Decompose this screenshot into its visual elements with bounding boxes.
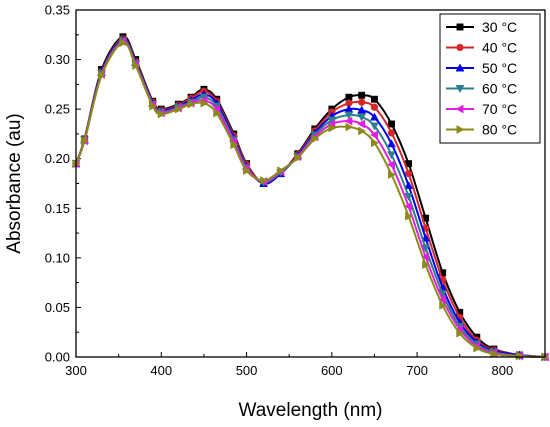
data-point	[357, 105, 367, 114]
y-tick-label: 0.20	[45, 151, 70, 166]
plot-frame	[75, 9, 546, 358]
data-point	[344, 116, 353, 126]
x-tick-label: 500	[236, 363, 258, 378]
data-point	[213, 108, 222, 118]
data-point	[490, 349, 499, 359]
data-point	[388, 170, 397, 180]
data-point	[370, 112, 379, 121]
y-tick-label: 0.00	[45, 350, 70, 365]
y-tick-label: 0.15	[45, 201, 70, 216]
legend-label: 80 °C	[482, 122, 517, 138]
legend-swatch-marker	[456, 43, 464, 52]
data-point	[358, 126, 367, 136]
legend-label: 30 °C	[482, 19, 517, 35]
data-point	[369, 130, 378, 140]
data-point	[386, 160, 395, 170]
data-point	[294, 153, 303, 163]
data-point	[422, 260, 431, 270]
data-point	[132, 61, 141, 70]
legend-swatch-marker	[455, 104, 464, 114]
x-axis-title: Wavelength (nm)	[239, 400, 383, 421]
x-tick-label: 700	[406, 363, 428, 378]
legend-entry: 80 °C	[446, 122, 517, 138]
data-point	[404, 192, 413, 201]
data-point	[387, 139, 396, 148]
legend-entry: 50 °C	[446, 60, 517, 76]
legend-label: 60 °C	[482, 81, 517, 97]
data-point	[358, 91, 366, 99]
data-point	[243, 166, 252, 176]
series-line	[75, 41, 546, 358]
data-point	[357, 119, 366, 129]
data-point	[473, 343, 482, 353]
data-point	[81, 136, 90, 146]
y-tick-label: 0.35	[45, 3, 70, 18]
data-point	[515, 351, 524, 361]
y-axis-title: Absorbance (au)	[4, 113, 25, 253]
data-point	[371, 95, 378, 103]
legend-label: 50 °C	[482, 60, 517, 76]
data-point	[149, 101, 158, 111]
data-point	[370, 122, 379, 131]
data-point	[421, 252, 430, 262]
legend-entry: 40 °C	[446, 40, 517, 56]
legend-label: 40 °C	[482, 40, 517, 56]
data-point	[344, 111, 354, 120]
data-point	[387, 129, 396, 137]
data-point	[371, 138, 379, 148]
x-tick-label: 400	[150, 363, 172, 378]
legend-swatch-marker	[455, 63, 465, 72]
legend-swatch-marker	[455, 85, 465, 94]
data-point	[405, 211, 414, 221]
y-tick-label: 0.05	[45, 300, 70, 315]
data-point	[388, 120, 395, 128]
data-point	[387, 151, 396, 160]
data-point	[157, 109, 166, 119]
legend-entry: 70 °C	[446, 101, 517, 117]
data-point	[404, 169, 413, 178]
y-tick-label: 0.30	[45, 52, 70, 67]
axis-ticks: 300 400 500 600 700 800 0.00 0.05 0.10 0.15 0.20 0.…	[45, 3, 514, 379]
series-layer	[71, 33, 550, 362]
data-point	[187, 99, 196, 109]
legend-entry: 30 °C	[446, 19, 517, 35]
data-point	[328, 123, 337, 133]
x-tick-label: 800	[492, 363, 514, 378]
legend-entry: 60 °C	[446, 81, 517, 97]
legend-swatch-marker	[456, 125, 465, 134]
data-point	[404, 180, 413, 189]
data-point	[311, 134, 320, 144]
data-point	[98, 71, 107, 80]
y-tick-label: 0.10	[45, 250, 70, 265]
data-point	[119, 38, 128, 48]
data-point	[230, 140, 239, 150]
data-point	[358, 98, 366, 106]
data-point	[277, 166, 286, 176]
legend: 30 °C 40 °C 50 °C 60 °C 70 °C 80 °C	[439, 13, 541, 144]
data-point	[404, 201, 413, 211]
legend-box	[439, 13, 541, 144]
data-point	[456, 328, 465, 338]
legend-swatch-marker	[456, 23, 464, 31]
data-point	[200, 98, 209, 108]
data-point	[260, 176, 269, 185]
data-point	[439, 301, 448, 310]
data-point	[345, 122, 354, 132]
data-point	[438, 295, 447, 304]
data-point	[370, 103, 379, 111]
series-6	[72, 38, 550, 362]
x-tick-label: 300	[65, 363, 87, 378]
y-tick-label: 0.25	[45, 102, 70, 117]
x-tick-label: 600	[321, 363, 343, 378]
data-point	[174, 104, 183, 114]
data-point	[345, 93, 353, 101]
data-point	[357, 113, 367, 122]
legend-label: 70 °C	[482, 101, 517, 117]
